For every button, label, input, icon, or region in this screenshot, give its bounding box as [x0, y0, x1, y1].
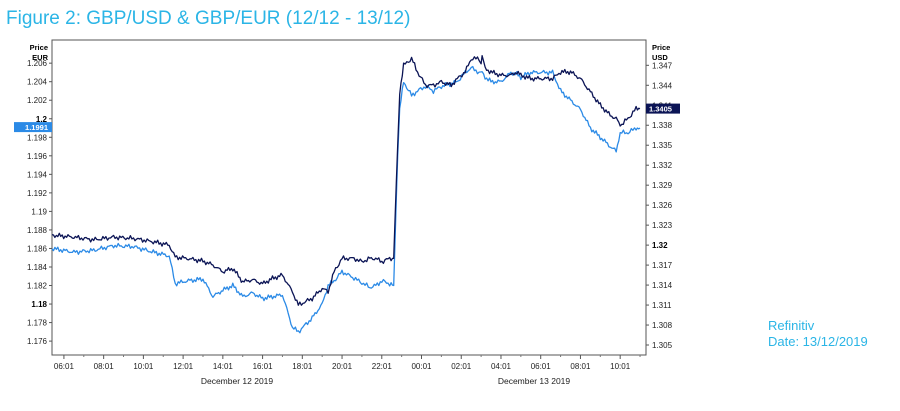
x-tick-label: 06:01 — [54, 362, 75, 371]
x-tick-label: 14:01 — [213, 362, 234, 371]
usd-current-value-flag — [646, 103, 680, 114]
left-tick-label: 1.18 — [31, 300, 47, 309]
left-tick-label: 1.192 — [27, 189, 48, 198]
right-tick-label: 1.311 — [652, 301, 672, 310]
x-tick-label: 16:01 — [253, 362, 274, 371]
x-tick-label: 04:01 — [491, 362, 512, 371]
left-tick-label: 1.2 — [36, 115, 48, 124]
left-tick-label: 1.188 — [27, 226, 48, 235]
series-layer — [51, 55, 641, 334]
right-tick-label: 1.326 — [652, 201, 673, 210]
left-tick-label: 1.184 — [27, 263, 48, 272]
right-axis: 1.305 1.308 1.311 1.314 1.317 1.32 1.323 1.326 1… — [646, 61, 673, 350]
eur-current-value-flag — [14, 122, 52, 133]
x-tick-label: 10:01 — [133, 362, 154, 371]
right-tick-label: 1.347 — [652, 61, 673, 70]
left-axis-label-line1: Price — [30, 43, 48, 52]
left-tick-label: 1.202 — [27, 96, 48, 105]
figure-title: Figure 2: GBP/USD & GBP/EUR (12/12 - 13/… — [6, 8, 411, 29]
series-line-gbpeur — [51, 65, 641, 334]
left-tick-label: 1.196 — [27, 152, 48, 161]
right-tick-label: 1.317 — [652, 261, 673, 270]
right-tick-label: 1.32 — [652, 241, 668, 250]
x-tick-label: 08:01 — [94, 362, 115, 371]
left-tick-label: 1.186 — [27, 244, 48, 253]
date-label-dec12: December 12 2019 — [201, 376, 274, 386]
eur-current-value: 1.1991 — [25, 123, 48, 132]
right-tick-label: 1.323 — [652, 221, 673, 230]
source-name: Refinitiv — [768, 318, 815, 333]
x-tick-label: 08:01 — [570, 362, 591, 371]
right-tick-label: 1.344 — [652, 81, 673, 90]
x-tick-label: 20:01 — [332, 362, 353, 371]
right-tick-label: 1.329 — [652, 181, 673, 190]
series-line-gbpusd — [51, 55, 641, 306]
source-date: Date: 13/12/2019 — [768, 334, 868, 349]
left-tick-label: 1.204 — [27, 78, 48, 87]
left-tick-label: 1.19 — [31, 207, 47, 216]
left-axis: 1.176 1.178 1.18 1.182 1.184 1.186 1.188 1.19 1.… — [27, 59, 52, 346]
right-tick-label: 1.338 — [652, 121, 673, 130]
left-tick-label: 1.178 — [27, 319, 48, 328]
right-axis-label-line1: Price — [652, 43, 670, 52]
left-tick-label: 1.206 — [27, 59, 48, 68]
usd-current-value: 1.3405 — [649, 105, 672, 114]
x-tick-label: 00:01 — [411, 362, 432, 371]
left-tick-label: 1.182 — [27, 282, 48, 291]
x-tick-label: 10:01 — [610, 362, 631, 371]
left-tick-label: 1.194 — [27, 170, 48, 179]
right-axis-label-line2: USD — [652, 53, 668, 62]
x-tick-label: 02:01 — [451, 362, 472, 371]
right-tick-label: 1.305 — [652, 341, 673, 350]
x-tick-label: 22:01 — [372, 362, 393, 371]
left-tick-label: 1.198 — [27, 133, 48, 142]
right-tick-label: 1.332 — [652, 161, 673, 170]
x-tick-label: 12:01 — [173, 362, 194, 371]
plot-area — [51, 39, 647, 356]
x-tick-label: 06:01 — [531, 362, 552, 371]
right-tick-label: 1.335 — [652, 141, 673, 150]
x-axis: 06:01 08:01 10:01 12:01 14:01 16:01 18:01 20:01… — [54, 355, 641, 371]
right-tick-label: 1.314 — [652, 281, 673, 290]
right-tick-label: 1.308 — [652, 321, 673, 330]
source-note: Refinitiv Date: 13/12/2019 — [768, 318, 868, 350]
x-tick-label: 18:01 — [292, 362, 313, 371]
left-tick-label: 1.176 — [27, 337, 48, 346]
left-axis-label-line2: EUR — [32, 53, 48, 62]
date-label-dec13: December 13 2019 — [498, 376, 571, 386]
